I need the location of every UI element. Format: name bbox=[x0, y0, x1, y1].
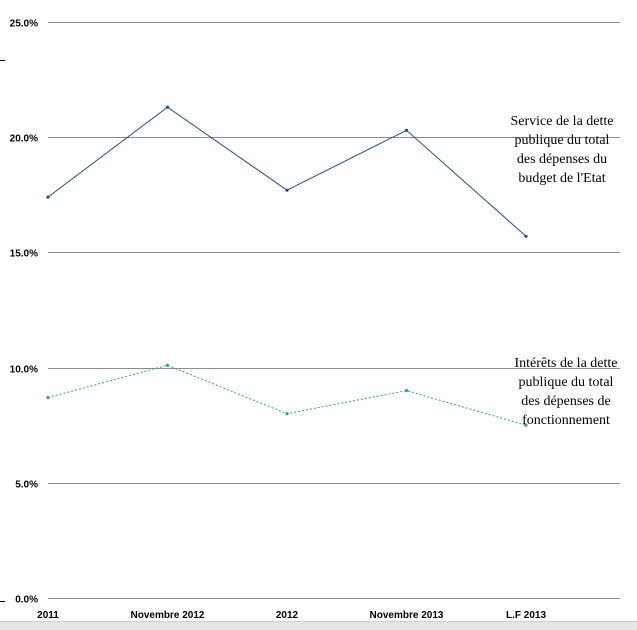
series-1-point bbox=[165, 105, 170, 109]
series-1-annotation-line: publique du total bbox=[515, 133, 610, 148]
series-1-point bbox=[46, 195, 50, 199]
y-tick-label: 5.0% bbox=[15, 480, 38, 491]
series-1-annotation-line: des dépenses du bbox=[517, 152, 607, 167]
gridlines bbox=[48, 22, 620, 599]
y-tick-label: 10.0% bbox=[10, 365, 38, 376]
x-tick-label: Novembre 2012 bbox=[131, 610, 205, 621]
series-1-point bbox=[285, 188, 289, 192]
series-2-point bbox=[46, 396, 50, 400]
series-2-annotation-line: fonctionnement bbox=[522, 413, 610, 428]
x-tick-label: 2012 bbox=[276, 610, 299, 621]
series-annotations: Service de la dette publique du total des … bbox=[510, 114, 617, 428]
series-2-annotation-line: publique du total bbox=[519, 375, 614, 390]
y-tick-label: 25.0% bbox=[10, 19, 38, 30]
x-tick-label: 2011 bbox=[37, 610, 59, 621]
series-2-point bbox=[165, 363, 170, 367]
series-2-point bbox=[285, 412, 289, 416]
series-2-point bbox=[404, 389, 409, 393]
left-edge-mark bbox=[0, 60, 5, 61]
bottom-scroll-strip bbox=[0, 621, 637, 630]
series-1-annotation-line: budget de l'Etat bbox=[518, 171, 605, 186]
left-edge-mark bbox=[0, 601, 5, 602]
series-2-annotation-line: Intérêts de la dette bbox=[514, 356, 617, 371]
series-lines bbox=[46, 105, 528, 427]
y-axis-tick-labels: 0.0% 5.0% 10.0% 15.0% 20.0% 25.0% bbox=[10, 19, 38, 606]
x-tick-label: Novembre 2013 bbox=[370, 610, 444, 621]
y-tick-label: 15.0% bbox=[10, 249, 38, 260]
series-2-point bbox=[524, 423, 528, 427]
series-2-annotation-line: des dépenses de bbox=[521, 394, 610, 409]
x-axis-tick-labels: 2011 Novembre 2012 2012 Novembre 2013 L.F 20… bbox=[37, 610, 546, 621]
series-1-annotation-line: Service de la dette bbox=[510, 114, 613, 129]
x-tick-label: L.F 2013 bbox=[506, 610, 546, 621]
series-1-point bbox=[404, 128, 409, 132]
y-tick-label: 20.0% bbox=[10, 134, 38, 145]
y-tick-label: 0.0% bbox=[15, 595, 38, 606]
series-1-point bbox=[524, 234, 528, 238]
